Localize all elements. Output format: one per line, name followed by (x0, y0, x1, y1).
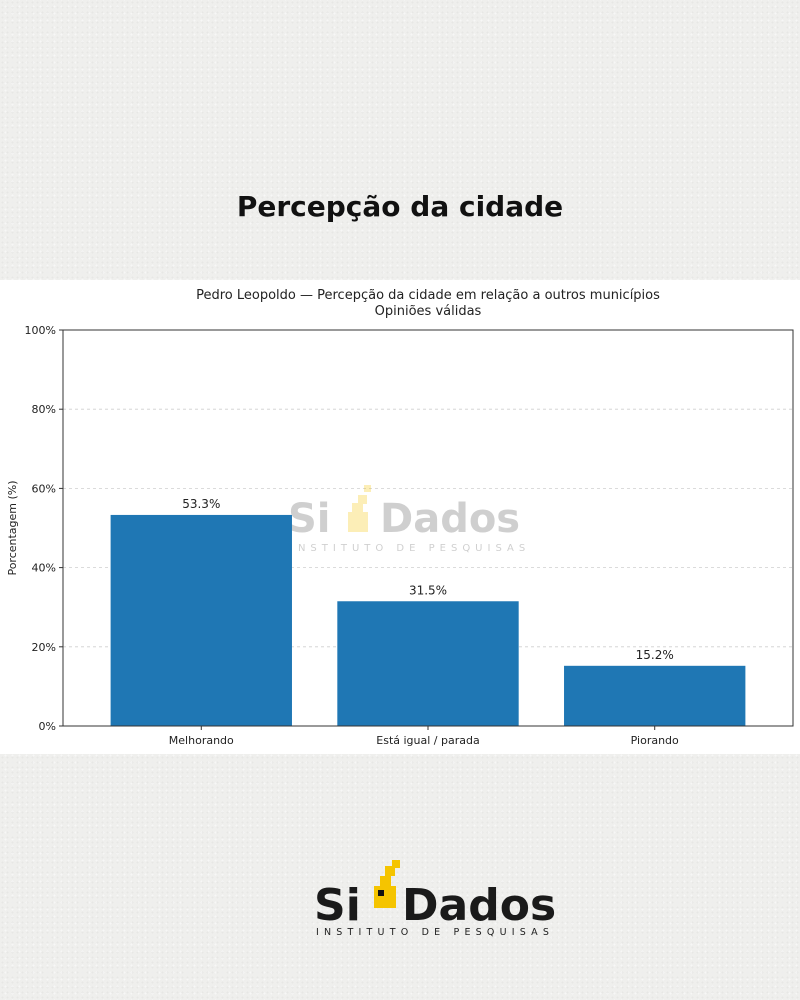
bar-3 (564, 665, 746, 726)
y-tick-label: 20% (32, 641, 56, 654)
bars: 53.3% 31.5% 15.2% (110, 497, 746, 726)
chart-title: Pedro Leopoldo — Percepção da cidade em … (196, 288, 660, 303)
page-title: Percepção da cidade (236, 190, 564, 223)
y-tick-label: 40% (32, 562, 56, 575)
axis-ticks: 0% 20% 40% 60% 80% 100% Melhorando Está igual /… (25, 324, 679, 747)
bar-value-label: 15.2% (636, 648, 674, 662)
bar-value-label: 31.5% (409, 583, 447, 597)
brand-wordmark-prefix: Si (314, 880, 361, 931)
watermark-tagline: INSTITUTO DE PESQUISAS (290, 543, 530, 554)
bar-1 (110, 514, 292, 726)
brand-tagline: INSTITUTO DE PESQUISAS (316, 927, 554, 938)
y-tick-label: 60% (32, 482, 56, 495)
x-tick-label: Melhorando (169, 734, 234, 747)
bar-value-label: 53.3% (182, 497, 220, 511)
x-tick-label: Piorando (631, 734, 679, 747)
brand-wordmark-suffix: Dados (402, 880, 556, 931)
chart-panel: Pedro Leopoldo — Percepção da cidade em … (0, 280, 800, 754)
y-tick-label: 100% (25, 324, 56, 337)
y-tick-label: 0% (39, 720, 56, 733)
brand-logo: Si Dados INSTITUTO DE PESQUISAS (314, 860, 556, 938)
chart-subtitle: Opiniões válidas (375, 304, 482, 319)
bar-2 (337, 601, 519, 726)
y-tick-label: 80% (32, 403, 56, 416)
watermark-wordmark-suffix: Dados (380, 496, 520, 542)
x-tick-label: Está igual / parada (376, 734, 479, 747)
bar-chart: Pedro Leopoldo — Percepção da cidade em … (6, 288, 794, 747)
watermark-logo: Si Dados INSTITUTO DE PESQUISAS (288, 485, 530, 554)
y-axis-label: Porcentagem (%) (6, 480, 19, 575)
watermark-wordmark-prefix: Si (288, 496, 331, 542)
plot-frame (62, 329, 794, 727)
